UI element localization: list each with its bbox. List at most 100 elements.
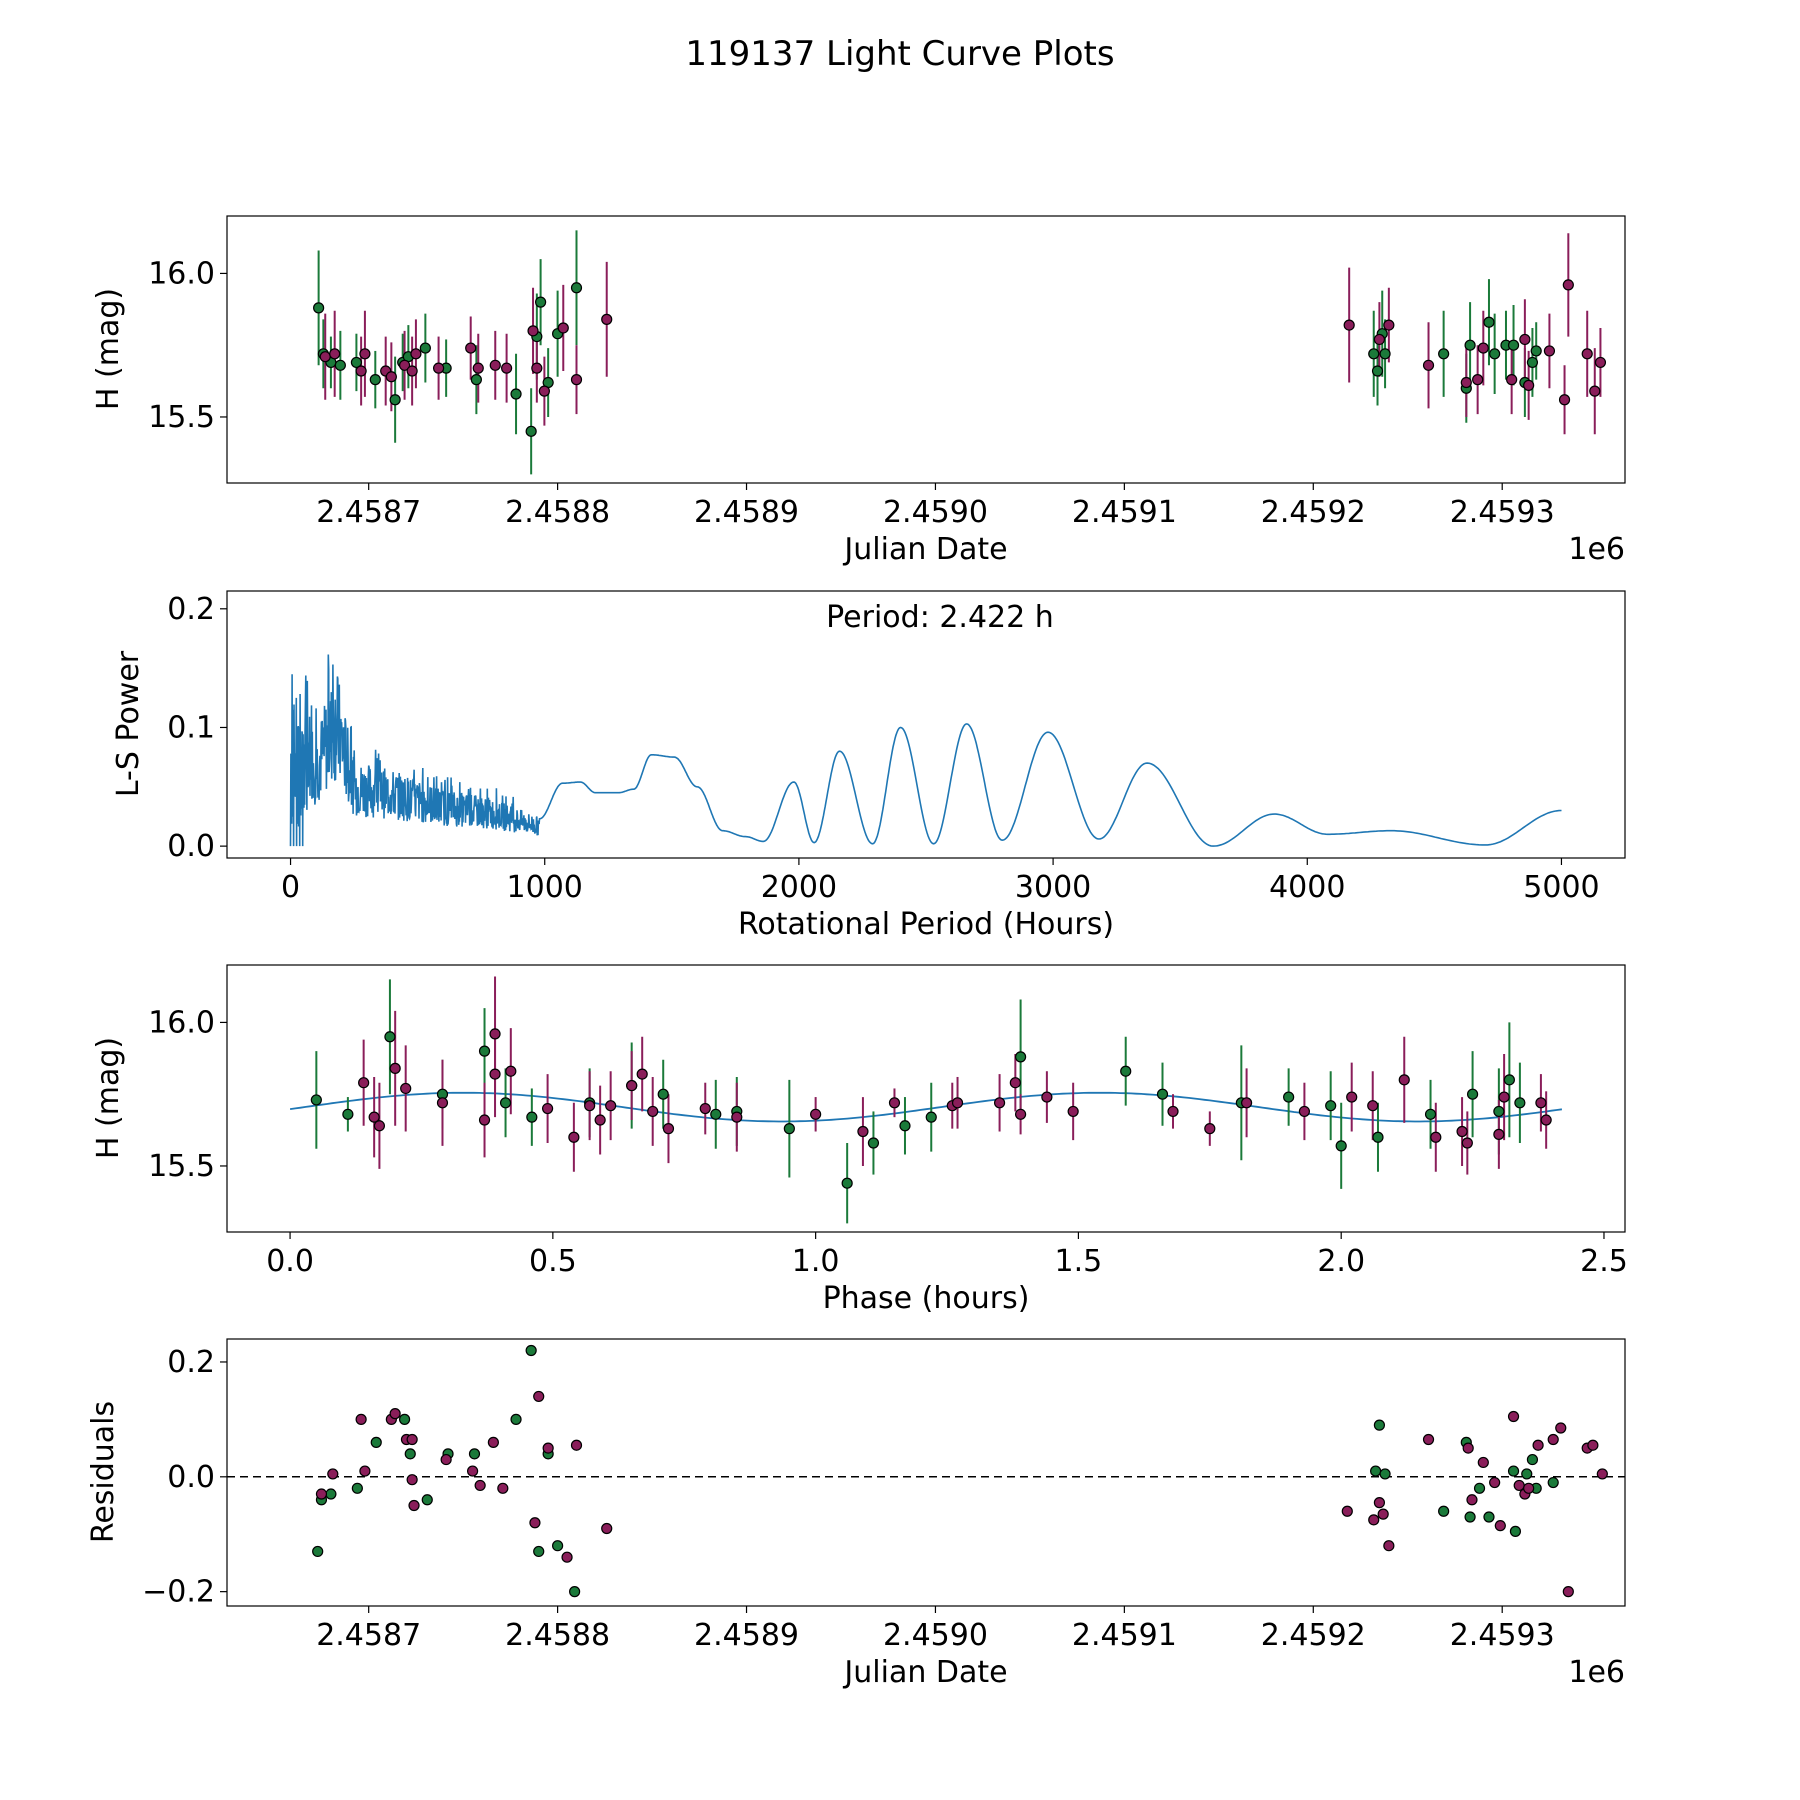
phased-purple-point xyxy=(584,1100,596,1112)
lightcurve-purple-point xyxy=(557,322,569,334)
lightcurve-xtick-label: 2.4591 xyxy=(1072,495,1177,530)
phased-purple-point xyxy=(1535,1097,1547,1109)
phased-green-point xyxy=(342,1108,354,1120)
lightcurve-green-point xyxy=(1379,348,1391,360)
phased-purple-point xyxy=(1346,1091,1358,1103)
phased-purple-point xyxy=(594,1114,606,1126)
residuals-purple-point xyxy=(497,1482,509,1494)
lightcurve-purple-point xyxy=(398,359,411,371)
residuals-green-point xyxy=(1483,1511,1495,1523)
lightcurve-plot-area xyxy=(313,230,1607,475)
residuals-green-point xyxy=(533,1545,545,1558)
lightcurve-purple-point xyxy=(1343,319,1355,331)
phased-purple-point xyxy=(400,1082,412,1095)
residuals-green-point xyxy=(325,1488,337,1500)
phased-green-point xyxy=(1493,1105,1505,1118)
phased-xlabel: Phase (hours) xyxy=(823,1281,1030,1316)
phased-xtick-label: 2.0 xyxy=(1317,1244,1365,1279)
residuals-xlabel: Julian Date xyxy=(842,1655,1007,1690)
residuals-green-point xyxy=(1464,1511,1476,1523)
phased-green-point xyxy=(1015,1051,1027,1063)
residuals-xtick-label: 2.4587 xyxy=(316,1618,421,1653)
lightcurve-purple-point xyxy=(406,365,418,377)
lightcurve-xtick-label: 2.4590 xyxy=(883,495,988,530)
phased-ytick-label: 16.0 xyxy=(148,1005,215,1040)
residuals-green-point xyxy=(525,1344,537,1357)
residuals-green-point xyxy=(1547,1476,1559,1489)
lightcurve-purple-point xyxy=(465,342,477,354)
phased-green-point xyxy=(783,1123,795,1135)
periodogram-plot: 0 1000 2000 3000 4000 5000 0.0 0.1 0.2 Rotational… xyxy=(111,590,1626,942)
phased-xtick-label: 1.0 xyxy=(792,1244,840,1279)
residuals-purple-point xyxy=(601,1522,613,1535)
lightcurve-plot: 2.4587 2.4588 2.4589 2.4590 2.4591 2.4592 2.45… xyxy=(91,215,1626,567)
phased-purple-point xyxy=(1167,1105,1179,1118)
phased-green-point xyxy=(1466,1088,1479,1100)
phased-purple-point xyxy=(1009,1077,1021,1089)
residuals-purple-point xyxy=(1562,1586,1574,1598)
lightcurve-purple-point xyxy=(359,348,371,360)
residuals-xtick-label: 2.4589 xyxy=(694,1618,799,1653)
phased-green-point xyxy=(710,1108,722,1120)
residuals-purple-point xyxy=(1555,1422,1567,1434)
periodogram-ytick-label: 0.2 xyxy=(167,592,215,627)
phased-purple-point xyxy=(662,1123,675,1135)
residuals-purple-point xyxy=(474,1479,486,1492)
phased-purple-point xyxy=(626,1079,638,1092)
lightcurve-purple-point xyxy=(1519,333,1531,346)
lightcurve-purple-point xyxy=(1589,385,1601,397)
lightcurve-purple-point xyxy=(1594,356,1607,369)
phased-purple-point xyxy=(373,1120,386,1132)
residuals-ytick-label: 0.2 xyxy=(167,1345,215,1380)
lightcurve-xtick-label: 2.4588 xyxy=(505,495,610,530)
phased-purple-point xyxy=(1498,1091,1510,1103)
residuals-ytick-label: 0.0 xyxy=(167,1460,215,1495)
lightcurve-purple-point xyxy=(1472,374,1484,386)
phased-xtick-label: 0.0 xyxy=(266,1244,314,1279)
lightcurve-green-point xyxy=(350,356,363,369)
lightcurve-purple-point xyxy=(601,313,613,325)
phased-purple-point xyxy=(489,1068,501,1080)
residuals-purple-point xyxy=(1383,1540,1395,1552)
phased-purple-point xyxy=(489,1028,501,1040)
residuals-green-point xyxy=(1507,1465,1520,1477)
lightcurve-purple-point xyxy=(1581,348,1593,360)
phased-green-point xyxy=(384,1031,396,1043)
residuals-xtick-label: 2.4593 xyxy=(1450,1618,1555,1653)
phased-purple-point xyxy=(389,1062,401,1074)
residuals-green-point xyxy=(1521,1468,1533,1480)
phased-axes-frame xyxy=(226,964,1626,1233)
periodogram-axes-frame xyxy=(226,590,1626,859)
phased-green-point xyxy=(1156,1088,1169,1100)
phased-ylabel: H (mag) xyxy=(91,1037,126,1159)
lightcurve-ylabel: H (mag) xyxy=(91,288,126,410)
residuals-xtick-label: 2.4591 xyxy=(1072,1618,1177,1653)
residuals-green-point xyxy=(1526,1453,1539,1466)
residuals-purple-point xyxy=(1373,1497,1386,1509)
residuals-purple-point xyxy=(315,1488,328,1500)
lightcurve-axes-frame xyxy=(226,215,1626,484)
lightcurve-green-point xyxy=(535,296,547,308)
residuals-purple-point xyxy=(327,1468,339,1480)
lightcurve-purple-point xyxy=(1506,374,1518,386)
lightcurve-xtick-label: 2.4593 xyxy=(1450,495,1555,530)
phased-green-point xyxy=(1283,1091,1295,1103)
phased-purple-point xyxy=(1298,1105,1311,1118)
lightcurve-purple-point xyxy=(432,362,445,374)
residuals-purple-point xyxy=(1477,1456,1489,1469)
residuals-purple-point xyxy=(1532,1439,1544,1451)
phased-purple-point xyxy=(1067,1105,1079,1118)
periodogram-plot-area xyxy=(289,654,1562,847)
residuals-purple-point xyxy=(1341,1505,1353,1517)
phased-purple-point xyxy=(636,1068,648,1080)
phased-lightcurve-plot: 0.0 0.5 1.0 1.5 2.0 2.5 15.5 16.0 Phase (hours) H… xyxy=(91,964,1628,1316)
lightcurve-purple-point xyxy=(1422,359,1435,371)
phased-purple-point xyxy=(951,1097,964,1109)
residuals-purple-point xyxy=(406,1474,418,1486)
phased-green-point xyxy=(310,1094,322,1106)
lightcurve-purple-point xyxy=(1373,333,1386,346)
phased-purple-point xyxy=(478,1114,491,1126)
residuals-green-point xyxy=(404,1448,416,1460)
residuals-purple-point xyxy=(1377,1508,1389,1520)
